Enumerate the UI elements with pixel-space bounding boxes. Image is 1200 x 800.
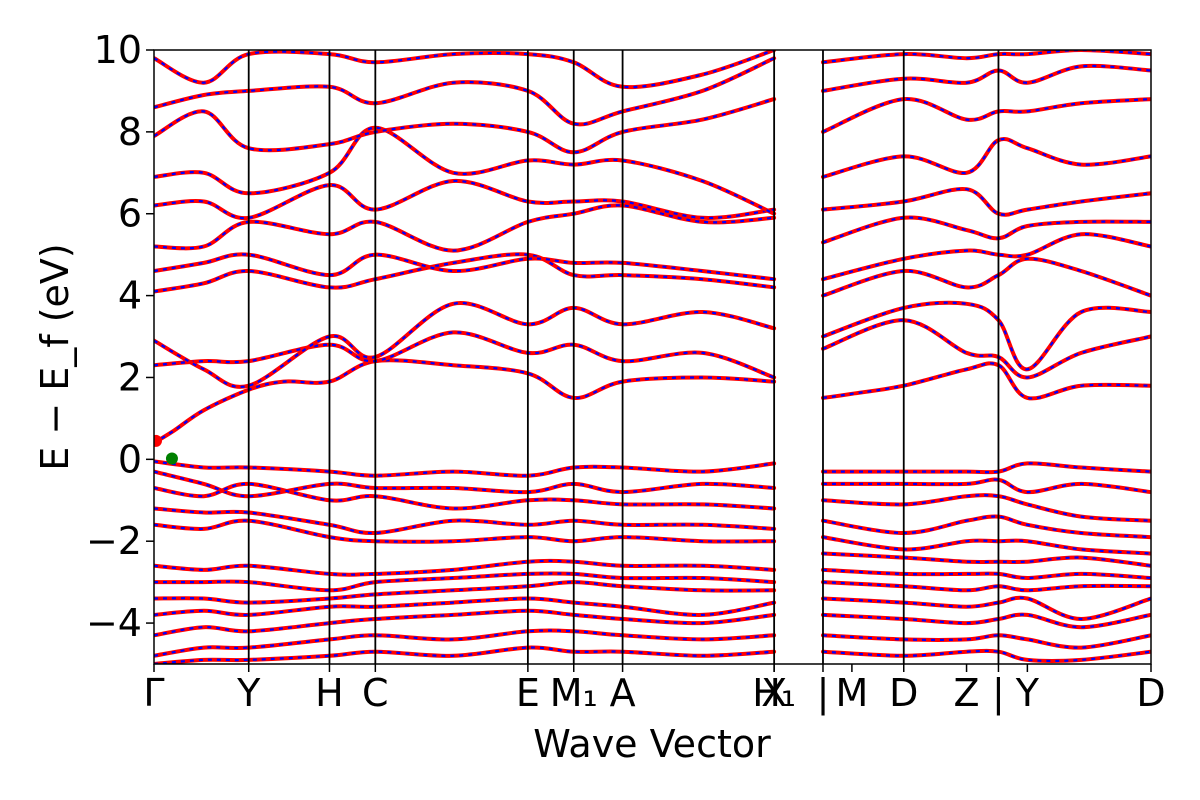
band-line bbox=[154, 518, 777, 544]
x-tick-label: M bbox=[836, 671, 869, 715]
band-line-overlay bbox=[823, 478, 1151, 494]
band-line-overlay bbox=[822, 494, 1151, 522]
x-tick-label: X bbox=[761, 671, 787, 715]
vbm-marker bbox=[165, 452, 178, 465]
band-line-overlay bbox=[154, 646, 775, 664]
x-tick-label: Z bbox=[954, 671, 980, 715]
y-tick-label: 8 bbox=[118, 110, 142, 154]
band-line bbox=[154, 481, 777, 511]
band-line-overlay bbox=[154, 572, 775, 592]
x-tick-label: | bbox=[992, 671, 1005, 716]
band-line-overlay bbox=[154, 580, 775, 604]
band-line-overlay bbox=[154, 559, 775, 576]
band-line bbox=[154, 469, 777, 499]
band-line-overlay bbox=[822, 596, 1151, 621]
band-line bbox=[154, 506, 777, 536]
band-line-overlay bbox=[154, 57, 775, 126]
y-axis-ticks: −4 −2 0 2 4 6 8 10 bbox=[86, 28, 154, 645]
y-tick-label: 4 bbox=[118, 274, 142, 318]
band-line-overlay bbox=[154, 609, 775, 637]
x-tick-label: Γ bbox=[143, 671, 164, 715]
band-line-overlay bbox=[822, 187, 1151, 216]
y-tick-label: 6 bbox=[118, 192, 142, 236]
x-tick-label: E bbox=[516, 671, 540, 715]
band-line-overlay bbox=[822, 515, 1151, 539]
band-line-overlay bbox=[822, 257, 1151, 297]
y-axis-title: E − E_f (eV) bbox=[33, 243, 77, 471]
band-line-overlay bbox=[154, 50, 775, 89]
band-edge-markers bbox=[154, 434, 178, 465]
band-line-overlay bbox=[822, 97, 1151, 133]
x-tick-label: M₁ bbox=[550, 671, 598, 715]
x-tick-label: D bbox=[889, 671, 918, 715]
kpath-lines bbox=[247, 50, 1000, 664]
x-tick-label: A bbox=[610, 671, 636, 715]
band-line-overlay bbox=[154, 460, 775, 477]
x-tick-label: H bbox=[315, 671, 344, 715]
x-tick-label: C bbox=[362, 671, 389, 715]
band-line-overlay bbox=[822, 301, 1151, 371]
x-tick-label: Y bbox=[236, 671, 261, 715]
band-line-overlay bbox=[154, 98, 775, 154]
y-tick-label: −2 bbox=[86, 519, 142, 563]
band-line-overlay bbox=[154, 629, 775, 657]
plot-frame bbox=[153, 49, 1152, 665]
band-line-overlay bbox=[154, 204, 775, 252]
x-tick-label: D bbox=[1136, 671, 1165, 715]
x-tick-label: | bbox=[817, 671, 830, 716]
band-line-overlay bbox=[154, 126, 775, 215]
x-tick-label: H₁ bbox=[752, 671, 796, 715]
x-axis-ticks: Γ Y H C E M₁ A XH₁ | M D Z | Y D bbox=[143, 664, 1166, 716]
y-tick-label: −4 bbox=[86, 601, 142, 645]
band-line-overlay bbox=[154, 179, 775, 220]
band-line-overlay bbox=[154, 253, 775, 293]
band-line bbox=[154, 330, 777, 380]
cbm-marker bbox=[154, 434, 162, 447]
x-tick-label: Y bbox=[1015, 671, 1040, 715]
band-line-overlay bbox=[154, 597, 775, 617]
y-tick-label: 10 bbox=[94, 28, 142, 72]
y-tick-label: 2 bbox=[118, 355, 142, 399]
band-line bbox=[154, 252, 777, 282]
y-tick-label: 0 bbox=[118, 437, 142, 481]
band-line bbox=[154, 301, 777, 389]
band-line-overlay bbox=[822, 362, 1151, 400]
x-axis-title: Wave Vector bbox=[533, 722, 771, 766]
